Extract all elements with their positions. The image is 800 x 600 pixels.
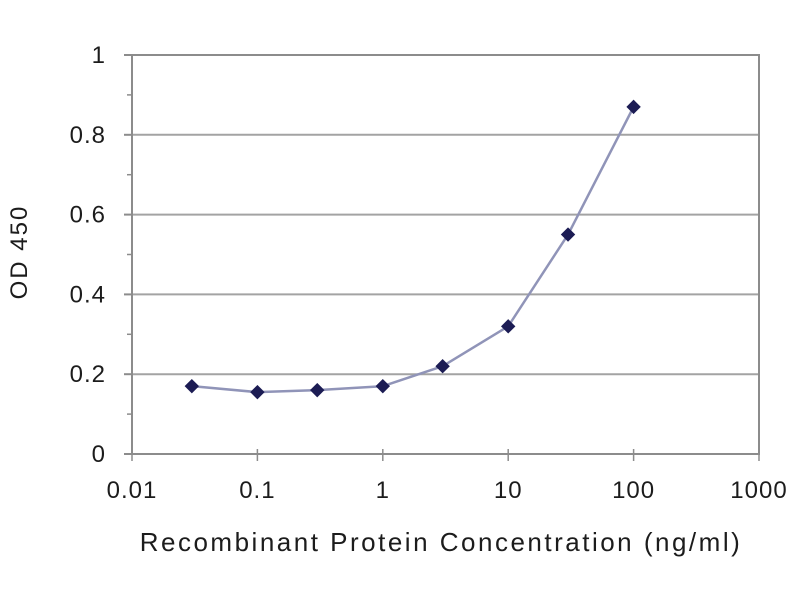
data-point-marker bbox=[560, 227, 576, 242]
data-point-marker bbox=[626, 99, 641, 115]
x-tick-label: 1 bbox=[376, 477, 390, 504]
y-tick-label: 0.6 bbox=[70, 202, 106, 229]
axis-labels: OD 450 Recombinant Protein Concentration… bbox=[6, 42, 787, 557]
x-tick-label: 0.1 bbox=[239, 477, 275, 504]
y-tick-label: 1 bbox=[92, 42, 106, 69]
data-point-marker bbox=[310, 382, 325, 398]
x-tick-label: 100 bbox=[612, 477, 655, 504]
y-tick-label: 0 bbox=[92, 441, 106, 468]
y-axis-title: OD 450 bbox=[6, 205, 33, 300]
data-point-marker bbox=[375, 378, 391, 394]
gridlines bbox=[132, 133, 759, 376]
y-tick-label: 0.8 bbox=[70, 122, 106, 149]
data-point-marker bbox=[435, 359, 450, 374]
series-line bbox=[191, 106, 635, 394]
axes-and-ticks bbox=[124, 54, 760, 461]
data-point-marker bbox=[500, 319, 516, 334]
y-tick-label: 0.4 bbox=[70, 281, 106, 308]
x-tick-label: 0.01 bbox=[107, 477, 158, 504]
data-point-marker bbox=[184, 378, 200, 394]
x-tick-label: 10 bbox=[494, 477, 523, 504]
y-tick-label: 0.2 bbox=[70, 361, 106, 388]
x-tick-label: 1000 bbox=[730, 477, 787, 504]
data-point-marker bbox=[250, 384, 265, 400]
x-axis-title: Recombinant Protein Concentration (ng/ml… bbox=[140, 527, 743, 557]
plot-border bbox=[131, 54, 760, 455]
data-series bbox=[184, 99, 641, 400]
